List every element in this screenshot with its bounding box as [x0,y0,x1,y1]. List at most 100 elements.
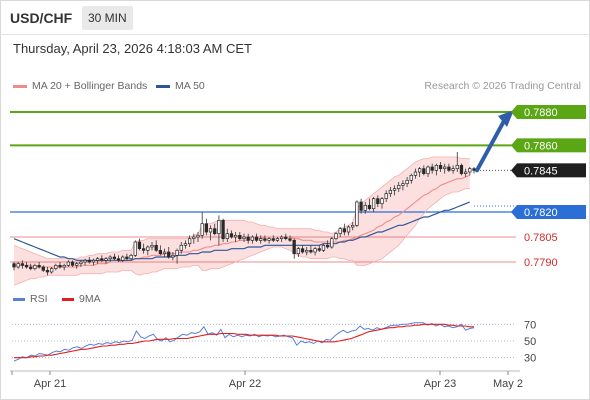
candle-body [300,248,305,253]
candle-body [363,204,367,211]
candle-body [338,228,342,235]
price-label-box [517,205,586,219]
rsi-line [13,322,475,362]
candle-body [355,201,359,226]
candle-body [267,238,271,241]
header-divider [0,34,590,35]
candle-body [41,266,45,271]
candle-body [443,166,447,170]
candle-body [426,166,430,175]
price-label-box [517,138,586,153]
candle-body [137,241,142,250]
bollinger-band-area [14,157,470,286]
candle-body [413,171,418,176]
rsi-label: RSI [30,293,48,305]
candle-body [455,164,459,170]
candle-body [359,201,363,211]
bollinger-upper-line [13,156,470,260]
candle-body [204,223,209,233]
candle-body [292,239,296,255]
price-label-box [517,105,586,119]
ma50-swatch [156,84,170,88]
candle-body [309,249,313,253]
candle-body [334,233,338,240]
research-credit: Research © 2026 Trading Central [424,80,581,92]
header-bar: USD/CHF 30 MIN [0,0,590,36]
candle-body [125,256,129,260]
bollinger-lower-line [13,188,470,286]
candle-body [121,256,125,261]
candle-body [45,269,50,273]
candle-body [91,259,96,263]
currency-pair-title: USD/CHF [10,10,73,26]
candle-body [108,256,112,260]
candle-body [12,263,16,268]
candle-body [54,264,58,270]
timeframe-badge[interactable]: 30 MIN [82,6,133,30]
candle-body [37,264,41,268]
candle-body [284,236,288,240]
candle-body [58,264,62,268]
rsi-swatch [13,297,25,301]
candle-body [179,244,183,251]
candle-body [233,234,238,238]
rsi-tick-label: 30 [524,353,536,365]
legend-ma50: MA 50 [156,80,205,92]
candle-body [342,228,347,233]
candle-body [296,248,301,255]
candle-body [434,164,439,171]
candle-body [384,193,388,200]
candle-body [288,238,292,241]
candle-body [330,238,334,248]
price-level-label: 0.7805 [524,232,558,244]
candle-body [187,238,192,245]
candle-body [388,189,393,195]
candle-body [66,261,71,266]
price-level-label: 0.7845 [524,165,558,177]
candle-body [154,244,158,251]
timestamp: Thursday, April 23, 2026 4:18:03 AM CET [13,41,252,56]
candle-body [133,241,137,256]
price-label-pointer [511,205,517,219]
candle-body [70,261,75,266]
price-level-label: 0.7820 [524,207,558,219]
candle-body [250,236,255,241]
candle-body [79,261,83,265]
candle-body [472,168,476,171]
candle-body [213,228,217,235]
candle-body [238,234,242,240]
candle-body [346,226,351,233]
candle-body [371,198,376,210]
candle-body [183,243,188,246]
candle-body [171,254,175,258]
candle-body [24,264,29,268]
candle-body [380,198,384,205]
candle-body [62,264,66,268]
ma9-swatch [62,297,74,301]
candle-body [20,263,25,266]
candle-body [397,184,401,190]
candle-body [225,233,229,240]
price-label-pointer [511,138,517,153]
candle-body [100,258,104,261]
candle-body [325,244,330,248]
candle-body [305,249,309,253]
rsi-tick-label: 50 [524,336,536,348]
candle-body [129,254,133,260]
candle-body [16,263,20,268]
candle-body [104,258,108,261]
candle-body [192,236,196,240]
candle-body [321,244,326,251]
price-label-box [517,163,586,178]
x-axis-tick-label: Apr 23 [424,378,456,390]
legend-ma20: MA 20 + Bollinger Bands [13,80,147,92]
candle-body [367,204,372,210]
candle-body [417,168,422,173]
candle-body [95,258,100,261]
candle-body [430,166,434,171]
candle-body [242,236,246,240]
candle-body [246,236,250,241]
candle-body [463,171,468,175]
candle-body [313,248,317,253]
